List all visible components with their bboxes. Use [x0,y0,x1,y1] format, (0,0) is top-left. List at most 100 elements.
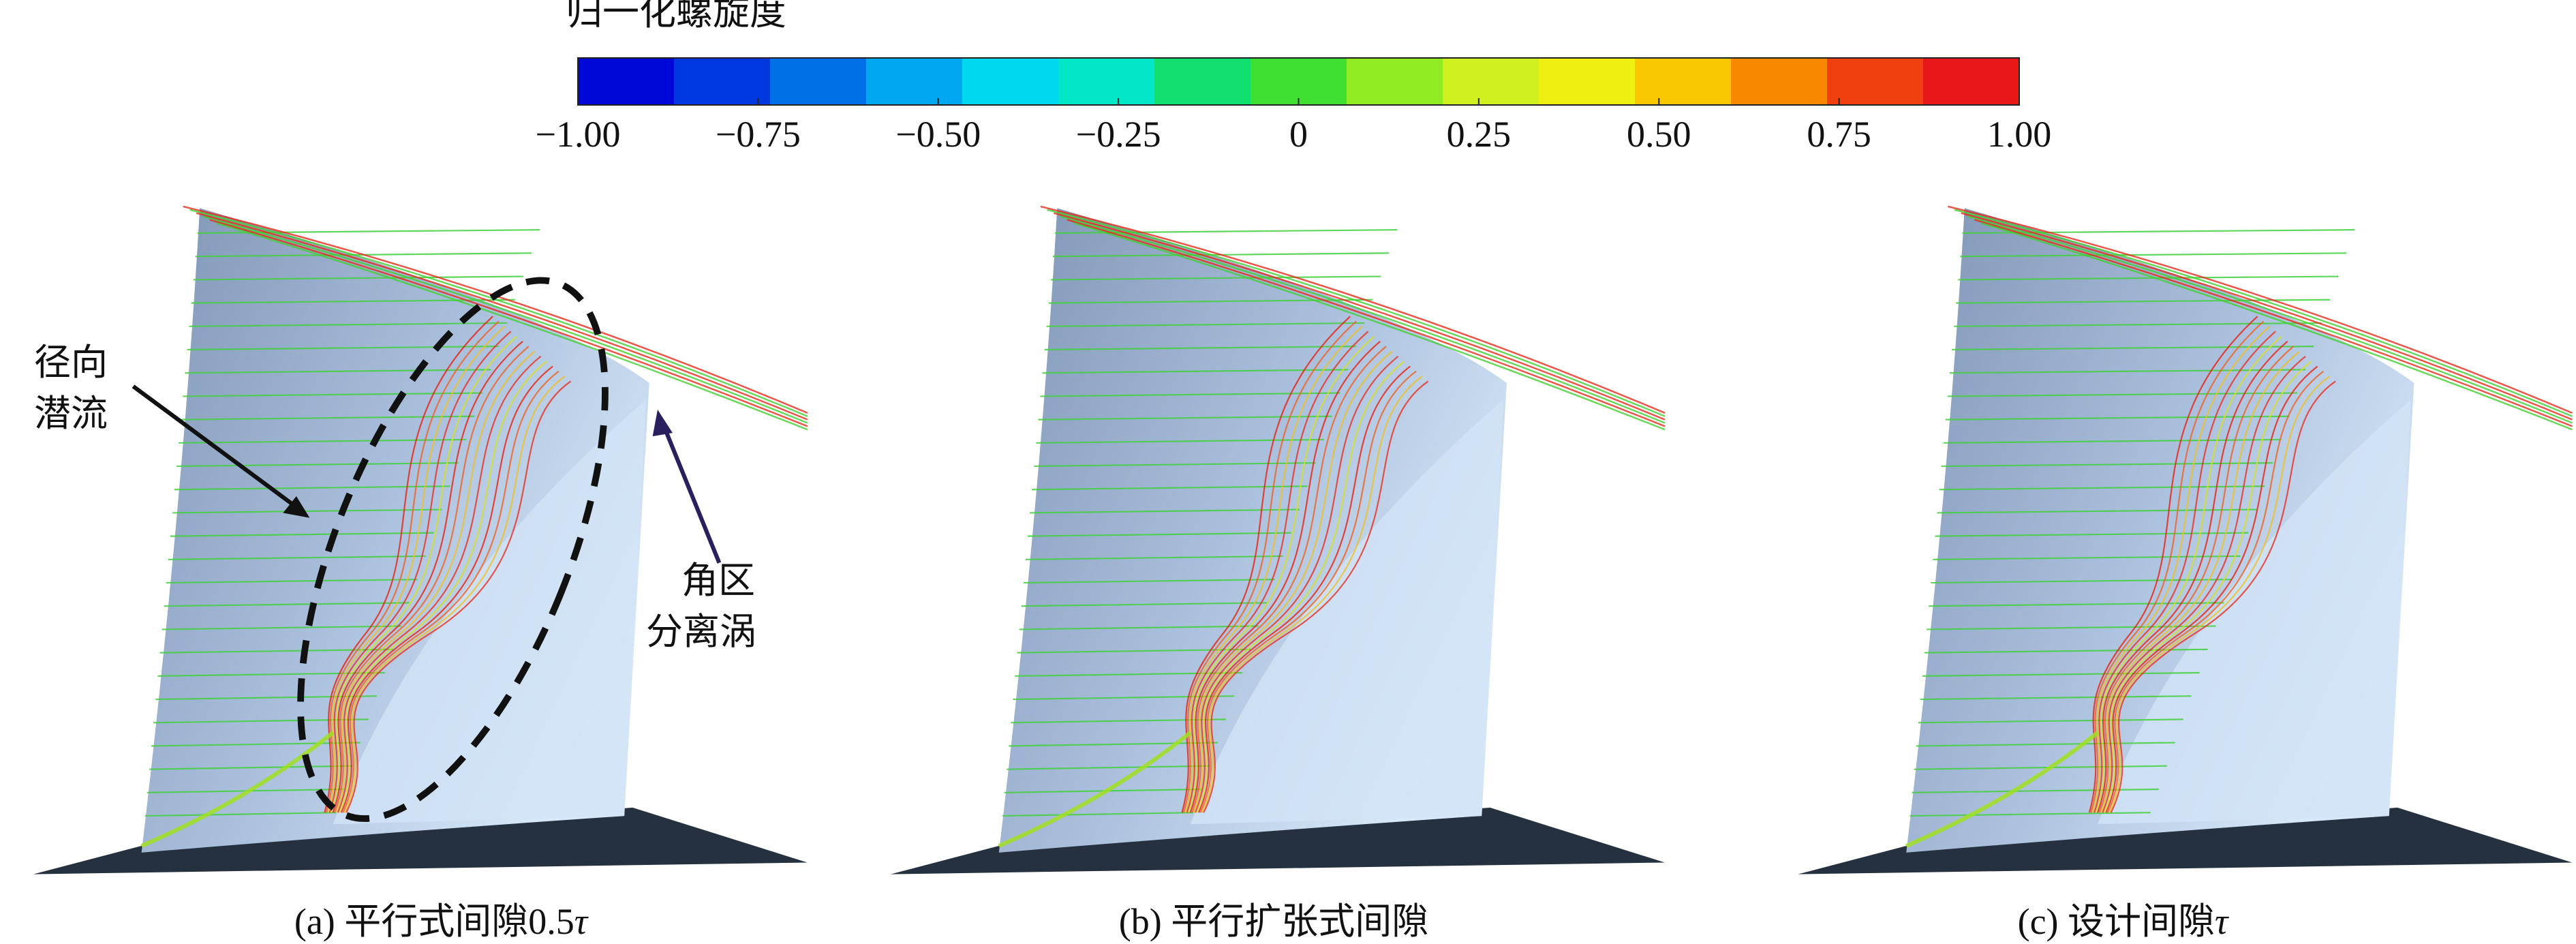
vortex-line [1189,340,1381,813]
colorbar-tick-label: −0.75 [716,114,801,155]
streamline [189,322,508,327]
streamline [1030,508,1300,514]
streamline [157,671,385,677]
streamline [185,369,491,374]
colorbar-band [1347,58,1443,105]
streamline [1949,369,2306,374]
arrow [132,384,301,512]
streamline [1025,555,1283,560]
caption: (a) 平行式间隙0.5τ [294,901,589,942]
streamline [1922,671,2200,677]
vortex-line [2105,365,2318,813]
tip-line [196,212,808,421]
tip-line [1060,215,1666,424]
annotation: 潜流 [34,393,108,434]
streamline [1027,532,1291,537]
streamline [164,602,410,607]
colorbar-band [1443,58,1539,105]
streamline [151,742,361,747]
tip-line [1948,205,2573,414]
streamline [1958,275,2339,281]
tip-line [1954,209,2573,417]
vortex-line [342,370,559,813]
streamline [1945,415,2290,421]
streamline [1023,579,1275,584]
colorbar-tick-label: 1.00 [1987,114,2052,155]
streamline [144,812,336,817]
vortex-line [332,340,523,813]
vortex-line [340,365,553,813]
streamline [1935,532,2249,537]
colorbar-tick-label: 0.75 [1807,114,1871,155]
streamline [193,275,524,281]
tip-line [209,219,808,427]
colorbar-tick-label: 0.50 [1627,114,1691,155]
streamline [1910,812,2151,817]
arrow-head [283,496,310,518]
vortex-line [2095,335,2282,813]
blade-c [1798,208,2573,874]
annotation: 径向 [34,342,108,383]
streamline [1943,438,2282,444]
colorbar-band [1827,58,1924,105]
vortex-line [337,355,542,813]
colorbar-band [1731,58,1828,105]
streamline [1036,438,1324,444]
vortex-line [2094,331,2276,813]
vortex-line [2091,326,2271,813]
streamline [183,392,483,397]
vortex-line [1201,376,1423,813]
streamline [1914,765,2167,770]
tip-line [189,209,808,417]
vortex-line [2109,376,2330,813]
vortex-line [1197,365,1411,813]
renderings [33,205,2573,874]
colorbar-band [1154,58,1251,105]
tip-line [1980,222,2573,431]
streamline [1960,252,2347,258]
colorbar-tick-label: 0 [1289,114,1308,155]
colorbar-tick-label: −1.00 [536,114,621,155]
vortex-line [334,346,530,813]
streamline [1947,392,2298,397]
streamline [1933,555,2241,560]
colorbar-band [1058,58,1155,105]
vortex-line [1184,326,1363,813]
tip-line [1054,212,1666,421]
vortex-line [335,350,536,813]
tip-line [202,215,808,424]
tip-line [216,222,808,431]
colorbar-tick-label: 0.25 [1447,114,1512,155]
colorbar: −1.00 −0.75 −0.50 −0.25 0 0.25 0.50 0.75 1.00 [536,57,2052,155]
vortex-line [1193,350,1393,813]
streamline [168,555,426,560]
arrow [660,422,722,564]
vortex-line [1199,370,1417,813]
streamlines [998,205,1666,848]
streamline [1007,765,1210,770]
streamline [1019,625,1259,630]
vortex-line [331,335,518,813]
streamline [170,532,434,537]
leg-line [998,731,1192,848]
vortex-line [324,316,493,813]
streamline [162,625,401,630]
caption: (c) 设计间隙τ [2018,901,2229,942]
vortex-outline [297,277,609,822]
vortex-line [339,361,547,813]
tip-line [1067,219,1666,427]
streamline [1009,742,1218,747]
vortex-line [2088,316,2258,813]
vortex-line [2102,355,2306,813]
streamline [1918,718,2183,724]
streamline [1040,392,1340,397]
streamline [1939,485,2265,491]
vortex-line [1191,346,1387,813]
streamline [1021,602,1267,607]
vortex-line [1186,331,1369,813]
tip-line [1961,212,2573,421]
vortex-line [2106,370,2325,813]
colorbar-band [578,58,675,105]
colorbar-band [962,58,1059,105]
